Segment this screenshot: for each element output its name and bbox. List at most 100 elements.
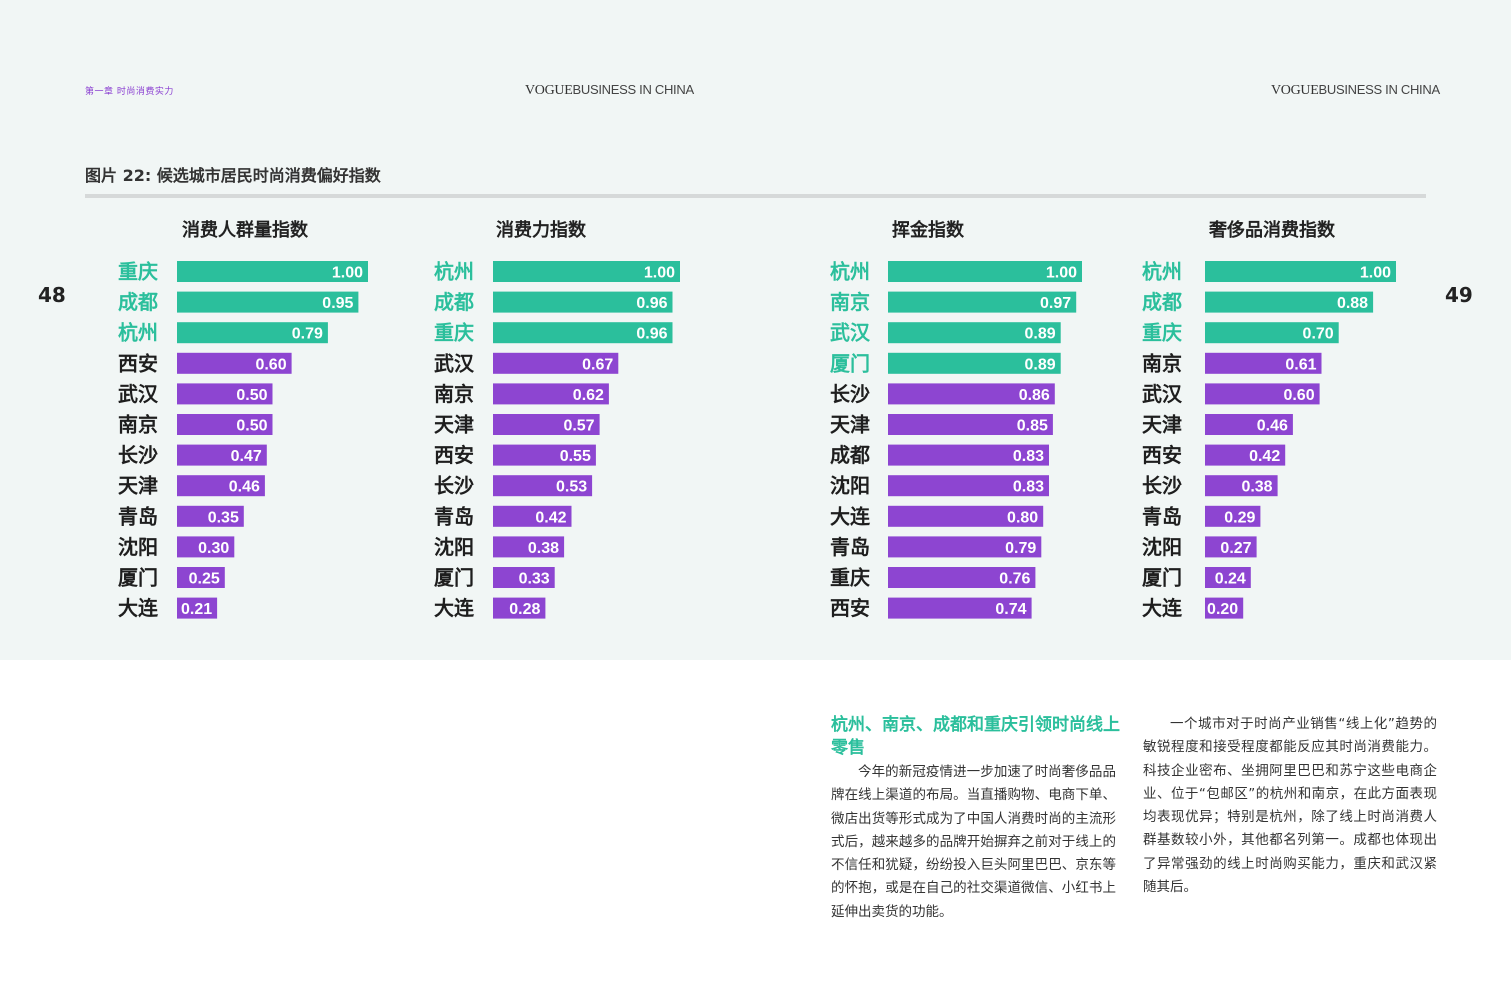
bar bbox=[888, 261, 1082, 282]
category-label: 武汉 bbox=[434, 351, 475, 375]
bar-value-label: 0.89 bbox=[1025, 326, 1056, 343]
category-label: 长沙 bbox=[1142, 474, 1182, 498]
bar bbox=[888, 536, 1042, 558]
bar bbox=[177, 505, 244, 527]
bar-value-label: 0.79 bbox=[292, 326, 323, 343]
category-label: 西安 bbox=[830, 596, 870, 620]
bar bbox=[493, 322, 673, 344]
category-label: 青岛 bbox=[1142, 504, 1182, 528]
title-divider bbox=[85, 194, 1426, 198]
bar-value-label: 0.62 bbox=[573, 387, 604, 404]
bar-value-label: 1.00 bbox=[1360, 265, 1391, 282]
category-label: 大连 bbox=[434, 596, 475, 620]
bar-value-label: 0.38 bbox=[528, 540, 559, 557]
category-label: 厦门 bbox=[1142, 566, 1182, 590]
bar-value-label: 0.28 bbox=[509, 601, 540, 618]
bar-value-label: 0.29 bbox=[1224, 509, 1255, 526]
bar-value-label: 0.20 bbox=[1207, 601, 1238, 618]
bar bbox=[1205, 505, 1261, 527]
chart-title-3: 奢侈品消费指数 bbox=[1208, 219, 1336, 241]
bar-value-label: 0.46 bbox=[1257, 418, 1288, 435]
category-label: 厦门 bbox=[434, 566, 474, 590]
category-label: 长沙 bbox=[434, 474, 474, 498]
category-label: 沈阳 bbox=[434, 535, 474, 559]
brand-left-bold: VOGUE bbox=[525, 83, 573, 98]
bar-value-label: 0.38 bbox=[1241, 479, 1272, 496]
category-label: 武汉 bbox=[1142, 382, 1183, 406]
chart-title-1: 消费力指数 bbox=[496, 219, 587, 241]
category-label: 青岛 bbox=[434, 504, 474, 528]
bar-value-label: 0.50 bbox=[236, 418, 267, 435]
article-heading: 杭州、南京、成都和重庆引领时尚线上零售 bbox=[831, 715, 1120, 758]
category-label: 青岛 bbox=[830, 535, 870, 559]
bar-value-label: 1.00 bbox=[644, 265, 675, 282]
category-label: 天津 bbox=[830, 413, 870, 437]
bar bbox=[1205, 383, 1320, 405]
bar-value-label: 0.60 bbox=[1283, 387, 1314, 404]
bar bbox=[177, 444, 267, 466]
bar bbox=[493, 505, 572, 527]
category-label: 成都 bbox=[1142, 290, 1182, 314]
bar-value-label: 0.57 bbox=[563, 418, 594, 435]
bar-value-label: 0.83 bbox=[1013, 448, 1044, 465]
bar-value-label: 0.67 bbox=[582, 356, 613, 373]
bar-value-label: 0.88 bbox=[1337, 295, 1368, 312]
category-label: 厦门 bbox=[118, 566, 158, 590]
bar bbox=[177, 261, 368, 282]
category-label: 沈阳 bbox=[830, 474, 870, 498]
bar bbox=[1205, 444, 1286, 466]
bar-value-label: 0.61 bbox=[1285, 356, 1316, 373]
category-label: 沈阳 bbox=[118, 535, 158, 559]
category-label: 成都 bbox=[434, 290, 474, 314]
bar bbox=[493, 383, 609, 405]
bar-value-label: 0.76 bbox=[999, 571, 1030, 588]
bar bbox=[888, 444, 1049, 466]
bar-value-label: 0.83 bbox=[1013, 479, 1044, 496]
category-label: 杭州 bbox=[830, 260, 870, 284]
bar bbox=[177, 322, 328, 344]
bar bbox=[493, 475, 593, 497]
category-label: 大连 bbox=[1142, 596, 1183, 620]
brand-right-bold: VOGUE bbox=[1271, 83, 1319, 98]
category-label: 西安 bbox=[1142, 443, 1182, 467]
category-label: 大连 bbox=[118, 596, 159, 620]
category-label: 长沙 bbox=[118, 443, 158, 467]
category-label: 杭州 bbox=[118, 321, 158, 345]
bar bbox=[888, 291, 1077, 313]
category-label: 杭州 bbox=[434, 260, 474, 284]
category-label: 青岛 bbox=[118, 504, 158, 528]
bar bbox=[1205, 475, 1278, 497]
bar bbox=[177, 291, 359, 313]
category-label: 天津 bbox=[118, 474, 158, 498]
page-number-right: 49 bbox=[1445, 283, 1473, 307]
brand-logo-right: VOGUEBUSINESS IN CHINA bbox=[1271, 82, 1440, 99]
bar-value-label: 0.53 bbox=[556, 479, 587, 496]
chart-title-0: 消费人群量指数 bbox=[182, 219, 309, 241]
bar-value-label: 0.96 bbox=[636, 295, 667, 312]
bar-value-label: 0.70 bbox=[1303, 326, 1334, 343]
bar bbox=[888, 567, 1036, 588]
bar-value-label: 0.35 bbox=[208, 509, 239, 526]
bar bbox=[888, 475, 1049, 497]
bar-value-label: 0.24 bbox=[1215, 571, 1246, 588]
bar bbox=[177, 536, 235, 558]
category-label: 成都 bbox=[830, 443, 870, 467]
category-label: 武汉 bbox=[118, 382, 159, 406]
chapter-label: 第一章 时尚消费实力 bbox=[85, 87, 174, 97]
bar-value-label: 0.46 bbox=[229, 479, 260, 496]
bar-value-label: 1.00 bbox=[332, 265, 363, 282]
bar-value-label: 0.30 bbox=[198, 540, 229, 557]
category-label: 重庆 bbox=[434, 321, 474, 345]
category-label: 天津 bbox=[1142, 413, 1182, 437]
bar-value-label: 0.97 bbox=[1040, 295, 1071, 312]
category-label: 长沙 bbox=[830, 382, 870, 406]
category-label: 南京 bbox=[118, 413, 158, 437]
bar bbox=[493, 291, 673, 313]
bar bbox=[1205, 597, 1244, 619]
bar-value-label: 0.50 bbox=[236, 387, 267, 404]
bar bbox=[493, 414, 600, 435]
category-label: 西安 bbox=[118, 351, 158, 375]
article-paragraph-2: 一个城市对于时尚产业销售“线上化”趋势的敏锐程度和接受程度都能反应其时尚消费能力… bbox=[1143, 716, 1437, 896]
bar-value-label: 0.86 bbox=[1019, 387, 1050, 404]
